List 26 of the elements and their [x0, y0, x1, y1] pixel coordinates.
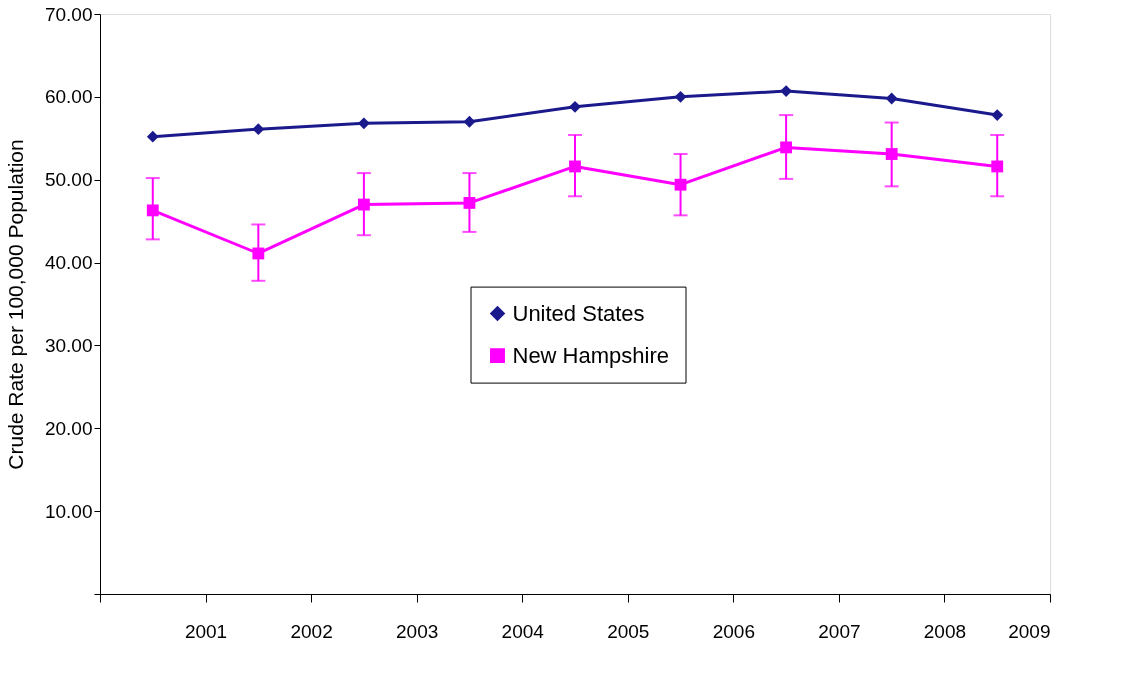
y-tick-label: 60.00: [44, 86, 93, 108]
x-tick-label: 2006: [712, 620, 755, 642]
y-tick-label: 10.00: [44, 500, 93, 522]
y-tick-label: 20.00: [44, 417, 93, 439]
x-tick-label: 2002: [290, 620, 333, 642]
x-tick-label: 2009: [1008, 620, 1051, 642]
point: [991, 109, 1004, 121]
x-tick-label: 2001: [184, 620, 228, 642]
x-tick-label: 2003: [396, 620, 439, 642]
x-tick-label: 2005: [607, 620, 650, 642]
x-tick-label: 2008: [923, 620, 967, 642]
point: [146, 130, 159, 143]
legend-label: New Hampshire: [512, 342, 669, 368]
y-axis-title: Crude Rate per 100,000 Population: [3, 139, 27, 470]
y-tick-label: 40.00: [44, 252, 93, 274]
point: [569, 100, 581, 113]
x-tick-label: 2004: [501, 620, 545, 642]
point: [674, 90, 687, 103]
y-tick-label: 70.00: [44, 3, 93, 25]
x-tick-label: 2007: [818, 620, 861, 642]
point: [885, 92, 898, 105]
point: [463, 115, 476, 128]
y-tick-label: 30.00: [44, 334, 93, 356]
point: [252, 123, 265, 136]
y-tick-label: 50.00: [44, 169, 93, 191]
legend-label: United States: [512, 300, 645, 326]
